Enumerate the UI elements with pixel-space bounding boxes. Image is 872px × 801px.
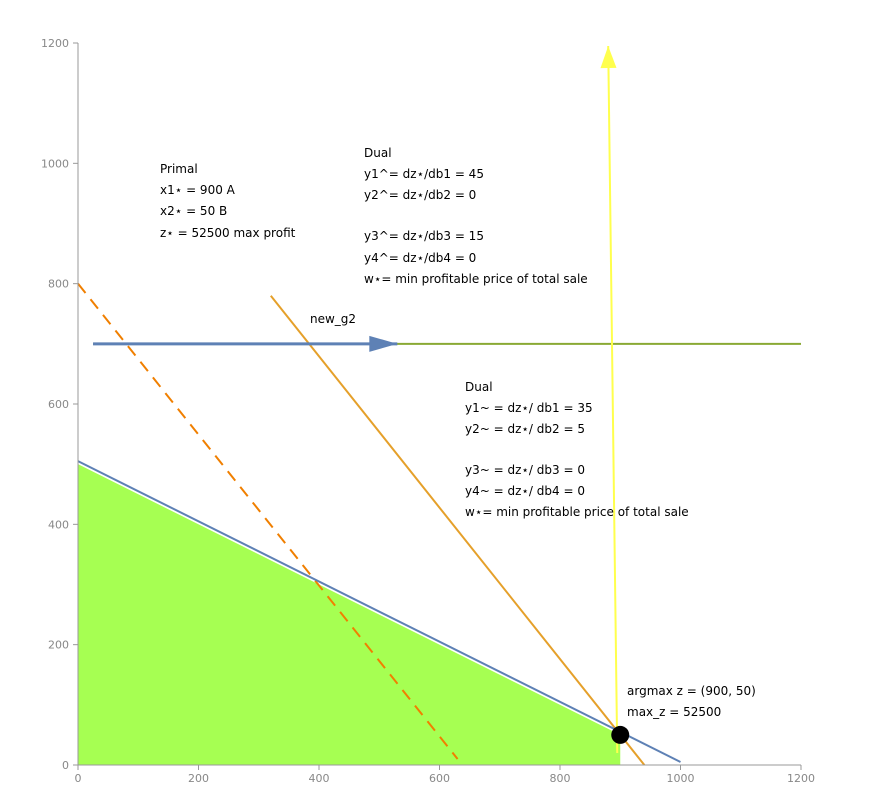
primal-line-1: x1⋆ = 900 A: [160, 183, 236, 197]
y-tick-label: 1000: [41, 157, 69, 170]
y-tick-label: 1200: [41, 37, 69, 50]
blue-arrowhead: [369, 335, 398, 352]
x-tick-label: 1200: [787, 772, 815, 785]
dual-mid-title: Dual: [465, 380, 493, 394]
feasible-region: [78, 464, 621, 765]
optimum-point: [611, 725, 630, 744]
x-tick-label: 1000: [667, 772, 695, 785]
dual-mid-line-6: w⋆= min profitable price of total sale: [465, 505, 689, 519]
y-tick-label: 200: [48, 639, 69, 652]
dual-top-annotation: Dual y1^= dz⋆/db1 = 45 y2^= dz⋆/db2 = 0 …: [364, 146, 588, 286]
dual-mid-line-4: y3~ = dz⋆/ db3 = 0: [465, 463, 585, 477]
argmax-label: argmax z = (900, 50): [627, 684, 756, 698]
x-tick-label: 0: [75, 772, 82, 785]
orange-dashed-line: [77, 283, 459, 760]
y-tick-label: 800: [48, 278, 69, 291]
x-tick-label: 800: [550, 772, 571, 785]
x-tick-label: 600: [429, 772, 450, 785]
y-tick-label: 600: [48, 398, 69, 411]
dual-mid-line-2: y2~ = dz⋆/ db2 = 5: [465, 422, 585, 436]
primal-annotation: Primal x1⋆ = 900 A x2⋆ = 50 B z⋆ = 52500…: [160, 162, 296, 240]
primal-line-3: z⋆ = 52500 max profit: [160, 226, 296, 240]
max-z-label: max_z = 52500: [627, 705, 721, 719]
x-tick-label: 400: [309, 772, 330, 785]
dual-mid-annotation: Dual y1~ = dz⋆/ db1 = 35 y2~ = dz⋆/ db2 …: [465, 380, 689, 519]
primal-title: Primal: [160, 162, 198, 176]
dual-mid-line-5: y4~ = dz⋆/ db4 = 0: [465, 484, 585, 498]
dual-mid-line-1: y1~ = dz⋆/ db1 = 35: [465, 401, 593, 415]
yellow-gradient-line: [607, 45, 619, 753]
yellow-arrowhead: [600, 46, 617, 69]
primal-line-2: x2⋆ = 50 B: [160, 204, 227, 218]
dual-top-line-6: w⋆= min profitable price of total sale: [364, 272, 588, 286]
y-ticks: 0 200 400 600 800 1000 1200: [41, 37, 78, 772]
new-g2-label: new_g2: [310, 312, 356, 326]
dual-top-line-2: y2^= dz⋆/db2 = 0: [364, 188, 476, 202]
new-g2-line: [270, 295, 646, 766]
x-ticks: 0 200 400 600 800 1000 1200: [75, 765, 815, 785]
dual-top-line-5: y4^= dz⋆/db4 = 0: [364, 251, 476, 265]
y-tick-label: 0: [62, 759, 69, 772]
dual-top-line-4: y3^= dz⋆/db3 = 15: [364, 229, 484, 243]
dual-top-line-1: y1^= dz⋆/db1 = 45: [364, 167, 484, 181]
x-tick-label: 200: [188, 772, 209, 785]
blue-constraint-line: [77, 460, 681, 763]
dual-top-title: Dual: [364, 146, 392, 160]
y-tick-label: 400: [48, 518, 69, 531]
